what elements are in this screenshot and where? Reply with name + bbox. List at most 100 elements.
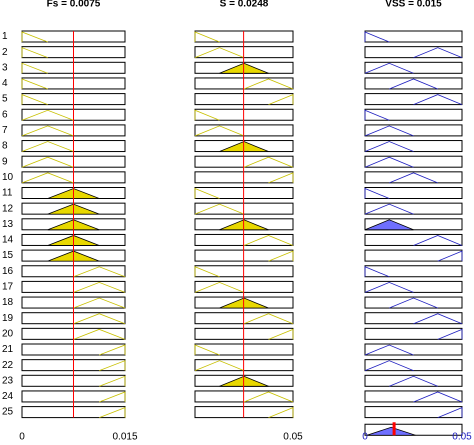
mf-line — [437, 328, 463, 340]
column-title: S = 0.0248 — [220, 0, 269, 10]
mf-line — [194, 344, 220, 356]
rule-number: 10 — [2, 172, 14, 183]
mf-line — [99, 360, 126, 372]
rule-number: 14 — [2, 235, 14, 246]
rule-box — [364, 359, 463, 372]
mf-line — [268, 250, 294, 262]
mf-line — [194, 47, 245, 59]
mf-line — [389, 297, 438, 309]
rule-box — [364, 202, 463, 215]
rule-number: 16 — [2, 266, 14, 277]
mf-line — [73, 328, 126, 340]
rule-number: 22 — [2, 360, 14, 371]
mf-line — [364, 203, 414, 215]
rule-number: 21 — [2, 344, 14, 355]
mf-line — [21, 156, 74, 168]
mf-line — [21, 109, 74, 121]
mf-line — [243, 156, 294, 168]
mf-line — [268, 328, 294, 340]
column-title: VSS = 0.015 — [385, 0, 442, 10]
mf-line — [99, 344, 126, 356]
mf-line — [437, 407, 463, 418]
mf-line — [364, 187, 390, 199]
rule-box — [364, 77, 463, 90]
rule-number: 24 — [2, 391, 14, 402]
mf-line — [21, 47, 48, 59]
mf-line — [194, 203, 245, 215]
rule-number: 23 — [2, 375, 14, 386]
mf-line — [194, 187, 220, 199]
mf-line — [243, 313, 294, 325]
rule-box — [364, 312, 463, 325]
rule-box — [364, 171, 463, 184]
rule-number: 12 — [2, 203, 14, 214]
rule-box — [364, 327, 463, 340]
rule-number: 8 — [2, 141, 8, 152]
rule-box — [364, 296, 463, 309]
rule-box — [364, 124, 463, 137]
rule-number: 11 — [2, 188, 13, 199]
mf-fill — [364, 219, 414, 231]
mf-line — [73, 281, 126, 293]
mf-line — [194, 266, 220, 278]
mf-line — [364, 31, 390, 43]
rule-box — [364, 155, 463, 168]
rule-number: 25 — [2, 407, 14, 418]
mf-line — [194, 31, 220, 43]
rule-number: 9 — [2, 156, 8, 167]
rule-box — [364, 187, 463, 199]
mf-line — [21, 62, 48, 74]
rule-number: 2 — [2, 47, 8, 58]
rule-number: 15 — [2, 250, 14, 261]
mf-line — [413, 313, 463, 325]
mf-line — [21, 125, 74, 137]
rule-box — [364, 343, 463, 356]
rule-box — [364, 46, 463, 59]
mf-line — [21, 141, 74, 152]
rule-box — [364, 280, 463, 293]
mf-line — [243, 78, 294, 90]
rule-box — [364, 30, 463, 43]
axis-label: 0.015 — [112, 432, 137, 443]
mf-line — [21, 94, 48, 105]
mf-line — [243, 391, 294, 403]
mf-line — [268, 94, 294, 105]
axis-label: 0 — [362, 432, 368, 443]
mf-line — [364, 360, 414, 372]
mf-line — [21, 31, 48, 43]
mf-line — [268, 407, 294, 418]
mf-line — [389, 78, 438, 90]
rule-number: 6 — [2, 109, 8, 120]
mf-line — [413, 47, 463, 59]
rule-number: 5 — [2, 94, 8, 105]
column-title: Fs = 0.0075 — [47, 0, 101, 10]
mf-line — [268, 172, 294, 184]
rule-number: 3 — [2, 62, 8, 73]
axis-label: 0 — [19, 432, 25, 443]
mf-line — [437, 250, 463, 262]
mf-line — [243, 235, 294, 246]
rule-number: 19 — [2, 313, 14, 324]
mf-line — [364, 62, 414, 74]
mf-line — [364, 344, 414, 356]
rule-number: 1 — [2, 31, 8, 42]
mf-line — [194, 109, 220, 121]
rule-box — [364, 265, 463, 278]
rule-number: 4 — [2, 78, 8, 89]
mf-line — [194, 281, 245, 293]
rule-box — [364, 233, 463, 246]
mf-line — [413, 235, 463, 246]
rule-number: 17 — [2, 282, 14, 293]
mf-line — [99, 407, 126, 418]
mf-line — [364, 109, 390, 121]
mf-line — [413, 94, 463, 105]
rule-box — [364, 390, 463, 403]
mf-line — [364, 141, 414, 152]
mf-line — [364, 125, 414, 137]
rule-number: 7 — [2, 125, 8, 136]
mf-line — [194, 125, 245, 137]
rule-box — [364, 93, 463, 106]
mf-line — [413, 391, 463, 403]
mf-line — [389, 375, 438, 387]
mf-line — [389, 172, 438, 184]
